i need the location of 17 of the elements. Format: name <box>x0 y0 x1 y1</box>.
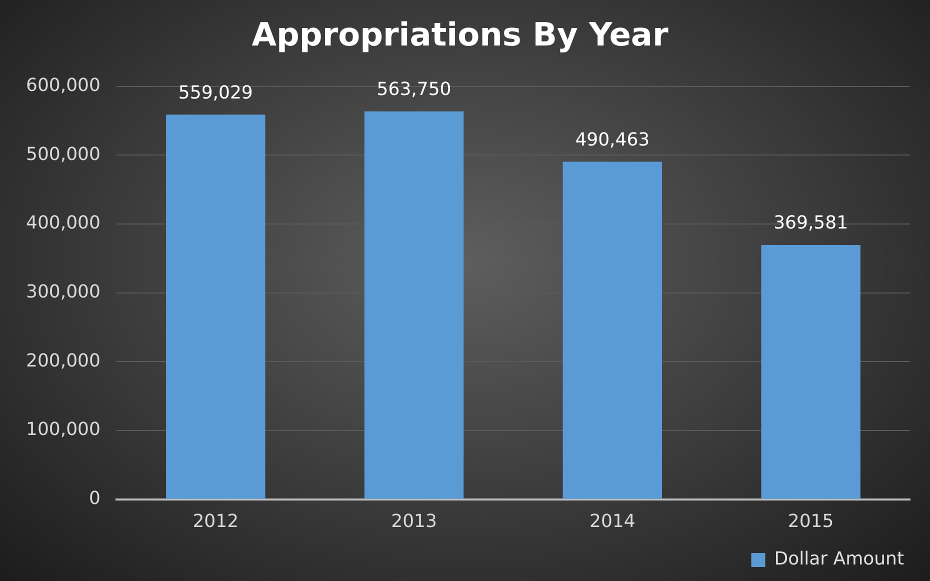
x-tick-label: 2014 <box>590 510 636 532</box>
data-label: 563,750 <box>376 79 452 100</box>
y-tick-label: 0 <box>88 488 100 510</box>
data-label: 369,581 <box>774 212 848 234</box>
data-label: 490,463 <box>575 129 650 150</box>
y-tick-label: 200,000 <box>26 350 100 372</box>
x-tick-label: 2013 <box>391 510 437 532</box>
chart-title: Appropriations By Year <box>252 16 668 54</box>
y-tick-label: 300,000 <box>26 282 100 303</box>
y-tick-label: 500,000 <box>26 144 100 165</box>
data-label: 559,029 <box>178 82 253 104</box>
y-tick-label: 400,000 <box>26 212 100 234</box>
x-tick-label: 2012 <box>192 510 239 532</box>
legend-label: Dollar Amount <box>774 548 904 570</box>
y-tick-label: 600,000 <box>26 75 100 96</box>
y-tick-label: 100,000 <box>26 419 100 440</box>
x-tick-label: 2015 <box>788 510 834 532</box>
